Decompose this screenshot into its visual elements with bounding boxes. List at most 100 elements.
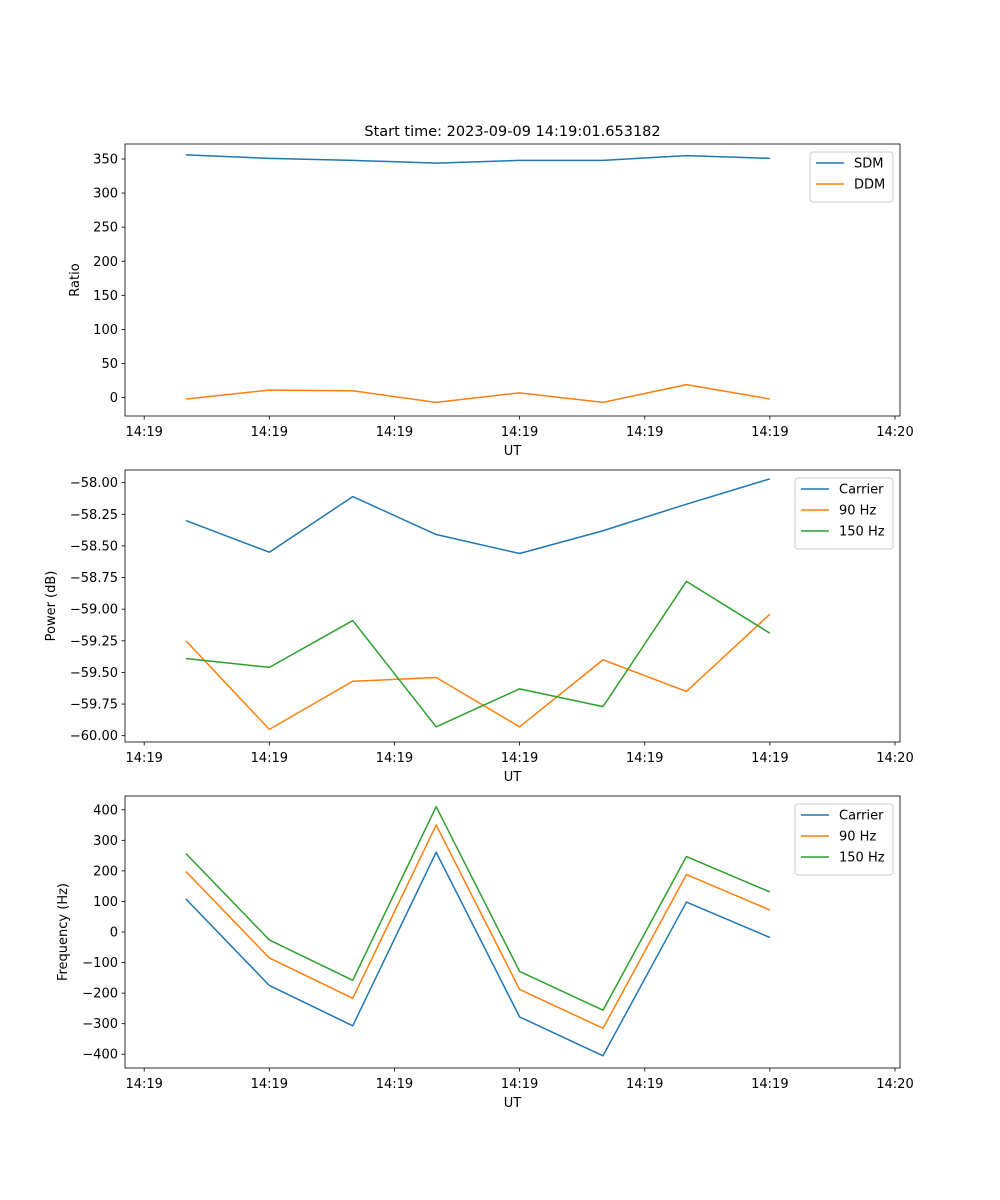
data-point-ddm-8 (769, 398, 771, 400)
y-tick-label: 200 (93, 864, 118, 879)
series-line-carrier (185, 851, 771, 1057)
data-point-carrier-3 (352, 496, 354, 498)
data-point-150-hz-8 (769, 632, 771, 634)
data-point-150-hz-2 (269, 667, 271, 669)
axes-frame (124, 143, 901, 417)
data-point-sdm-1 (185, 154, 187, 156)
y-tick-label: −60.00 (70, 729, 118, 744)
y-tick-label: 0 (110, 391, 118, 406)
data-point-ddm-5 (519, 392, 521, 394)
series-line-90-hz (185, 824, 771, 1030)
x-tick-label: 14:19 (125, 425, 162, 440)
y-tick-label: −200 (82, 987, 118, 1002)
data-point-90-hz-6 (602, 659, 604, 661)
data-point-90-hz-4 (435, 824, 437, 826)
data-point-150-hz-6 (602, 706, 604, 708)
data-point-150-hz-2 (269, 939, 271, 941)
x-tick-label: 14:19 (751, 751, 788, 766)
legend-label-150-hz: 150 Hz (839, 525, 885, 540)
data-point-90-hz-2 (269, 729, 271, 731)
data-point-150-hz-4 (435, 726, 437, 728)
data-point-ddm-6 (602, 402, 604, 404)
axes-frame (124, 469, 901, 743)
data-point-150-hz-1 (185, 853, 187, 855)
y-tick-label: 0 (110, 926, 118, 941)
data-point-90-hz-4 (435, 677, 437, 679)
data-point-150-hz-3 (352, 979, 354, 981)
y-tick-label: −59.75 (70, 698, 118, 713)
x-tick-label: 14:19 (501, 751, 538, 766)
data-point-carrier-5 (519, 1016, 521, 1018)
y-tick-label: 100 (93, 323, 118, 338)
y-tick-label: 250 (93, 221, 118, 236)
series-line-carrier (185, 478, 771, 555)
legend: SDM DDM (809, 151, 894, 203)
legend-box (809, 151, 894, 203)
x-axis-label: UT (504, 1096, 522, 1111)
x-axis-label: UT (504, 770, 522, 785)
x-tick-label: 14:19 (376, 751, 413, 766)
data-point-150-hz-6 (602, 1009, 604, 1011)
data-point-90-hz-3 (352, 998, 354, 1000)
x-tick-label: 14:19 (376, 425, 413, 440)
data-point-carrier-8 (769, 937, 771, 939)
y-tick-label: 300 (93, 834, 118, 849)
data-point-sdm-5 (519, 160, 521, 162)
data-point-carrier-6 (602, 1055, 604, 1057)
data-point-carrier-7 (686, 503, 688, 505)
y-tick-label: −100 (82, 956, 118, 971)
x-tick-label: 14:20 (876, 425, 913, 440)
x-tick-label: 14:19 (376, 1077, 413, 1092)
series-line-ddm (185, 383, 770, 404)
data-point-ddm-1 (185, 398, 187, 400)
data-point-90-hz-1 (185, 640, 187, 642)
legend-label-ddm: DDM (854, 178, 885, 193)
y-tick-label: −58.00 (70, 476, 118, 491)
y-tick-label: −300 (82, 1017, 118, 1032)
data-point-carrier-2 (269, 551, 271, 553)
data-point-carrier-3 (352, 1025, 354, 1027)
y-axis-label: Power (dB) (44, 571, 59, 642)
x-tick-label: 14:19 (501, 425, 538, 440)
data-point-carrier-1 (185, 520, 187, 522)
legend-label-carrier: Carrier (839, 483, 884, 498)
legend-label-90-hz: 90 Hz (839, 504, 876, 519)
y-tick-label: −58.75 (70, 571, 118, 586)
data-point-sdm-7 (686, 155, 688, 157)
data-point-90-hz-1 (185, 871, 187, 873)
y-tick-label: 150 (93, 289, 118, 304)
ratio-panel: 14:19 14:19 14:19 14:19 14:19 14:19 14:20 0 50 10… (68, 143, 914, 459)
y-tick-label: 50 (101, 357, 118, 372)
data-point-150-hz-5 (519, 971, 521, 973)
power-panel: 14:19 14:19 14:19 14:19 14:19 14:19 14:20 −60.0… (44, 469, 914, 785)
series-line-150-hz (185, 805, 771, 1011)
data-point-150-hz-3 (352, 620, 354, 622)
data-point-90-hz-7 (686, 691, 688, 693)
data-point-sdm-6 (602, 160, 604, 162)
x-tick-label: 14:19 (125, 751, 162, 766)
legend-label-150-hz: 150 Hz (839, 851, 885, 866)
data-point-90-hz-7 (686, 874, 688, 876)
y-tick-label: 200 (93, 255, 118, 270)
data-point-carrier-8 (769, 478, 771, 480)
data-point-carrier-1 (185, 898, 187, 900)
y-tick-label: 400 (93, 803, 118, 818)
data-point-90-hz-2 (269, 957, 271, 959)
y-tick-label: −400 (82, 1048, 118, 1063)
data-point-90-hz-5 (519, 989, 521, 991)
data-point-ddm-4 (435, 402, 437, 404)
y-tick-label: −59.00 (70, 603, 118, 618)
data-point-150-hz-7 (686, 581, 688, 583)
x-tick-label: 14:19 (501, 1077, 538, 1092)
y-tick-label: 350 (93, 152, 118, 167)
data-point-sdm-4 (435, 162, 437, 164)
data-point-sdm-2 (269, 158, 271, 160)
data-point-150-hz-1 (185, 658, 187, 660)
y-tick-label: −59.25 (70, 634, 118, 649)
data-point-150-hz-7 (686, 856, 688, 858)
data-point-sdm-3 (352, 160, 354, 162)
legend-label-carrier: Carrier (839, 809, 884, 824)
x-tick-label: 14:19 (626, 1077, 663, 1092)
x-tick-label: 14:19 (751, 1077, 788, 1092)
